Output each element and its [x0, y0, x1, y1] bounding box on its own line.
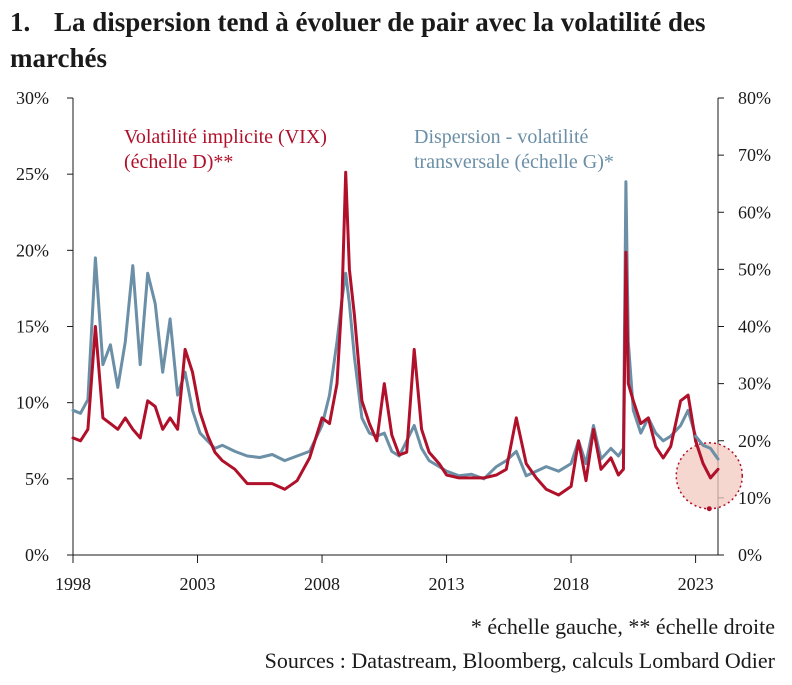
series-annotation-dispersion: Dispersion - volatilité	[414, 126, 589, 148]
y-left-tick-label: 5%	[25, 469, 49, 489]
series-tail-vix	[694, 439, 720, 480]
y-left-tick-label: 10%	[16, 393, 49, 413]
figure-number: 1.	[10, 7, 31, 37]
series-annotation-dispersion: transversale (échelle G)*	[414, 151, 614, 173]
y-left-tick-label: 20%	[16, 240, 49, 260]
y-right-tick-label: 0%	[738, 545, 762, 565]
y-right-tick-label: 10%	[738, 488, 771, 508]
y-right-tick-label: 40%	[738, 317, 771, 337]
x-tick-label: 2008	[304, 574, 340, 594]
y-left-tick-label: 0%	[25, 545, 49, 565]
y-right-tick-label: 20%	[738, 431, 771, 451]
annotation-layer: Volatilité implicite (VIX) (échelle D)** D…	[124, 126, 614, 173]
series-annotation-vix: (échelle D)**	[124, 151, 233, 173]
highlight-marker-dot	[706, 506, 712, 512]
chart-title: 1. La dispersion tend à évoluer de pair a…	[10, 4, 780, 76]
y-left-tick-label: 15%	[16, 317, 49, 337]
scale-footnote: * échelle gauche, ** échelle droite	[470, 614, 775, 639]
series-line-vix	[71, 170, 720, 497]
y-left-tick-label: 30%	[16, 88, 49, 108]
x-tick-label: 2013	[429, 574, 465, 594]
y-right-tick-label: 30%	[738, 374, 771, 394]
x-tick-label: 1998	[55, 574, 91, 594]
x-tick-label: 2023	[678, 574, 714, 594]
figure-title-text: La dispersion tend à évoluer de pair ave…	[10, 7, 706, 73]
y-right-tick-label: 70%	[738, 145, 771, 165]
x-tick-label: 2018	[553, 574, 589, 594]
y-right-tick-label: 50%	[738, 259, 771, 279]
y-right-tick-label: 60%	[738, 202, 771, 222]
series-tail-dispersion	[694, 434, 720, 461]
y-left-tick-label: 25%	[16, 164, 49, 184]
series-annotation-vix: Volatilité implicite (VIX)	[124, 126, 327, 148]
highlight-layer	[675, 434, 744, 512]
line-chart: 0% 5% 10% 15% 20% 25% 30% 0% 10% 20% 30% 40% 50% 60% 7…	[16, 88, 771, 594]
chart-axes: 0% 5% 10% 15% 20% 25% 30% 0% 10% 20% 30% 40% 50% 60% 7…	[16, 88, 771, 594]
series-line-dispersion	[71, 180, 720, 481]
series-layer	[71, 170, 720, 497]
sources-note: Sources : Datastream, Bloomberg, calculs…	[264, 648, 775, 673]
x-tick-label: 2003	[180, 574, 216, 594]
y-right-tick-label: 80%	[738, 88, 771, 108]
